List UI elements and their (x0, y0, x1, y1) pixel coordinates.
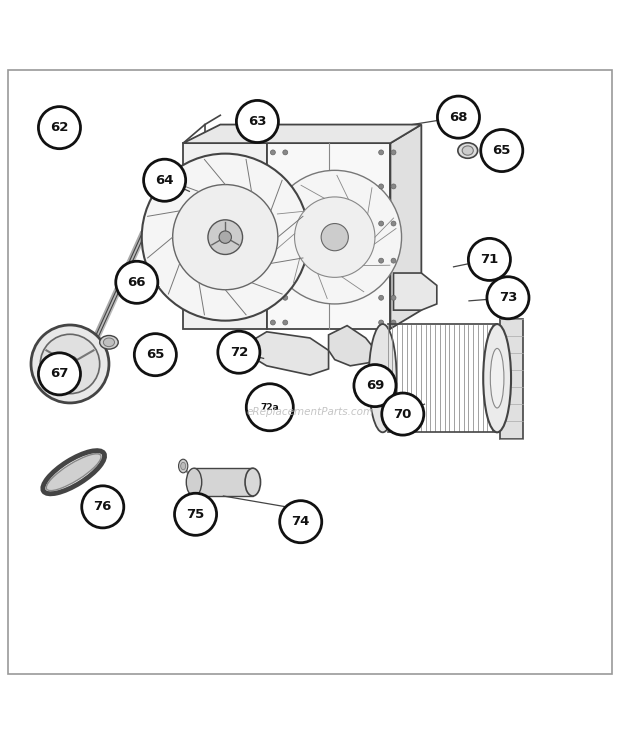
Text: 65: 65 (146, 348, 164, 361)
Circle shape (268, 170, 402, 304)
Circle shape (379, 221, 384, 226)
Circle shape (82, 486, 124, 528)
Circle shape (172, 185, 278, 289)
Text: 65: 65 (492, 144, 511, 157)
Circle shape (283, 295, 288, 301)
Circle shape (480, 129, 523, 172)
Polygon shape (500, 319, 523, 438)
Circle shape (135, 333, 176, 376)
Circle shape (391, 221, 396, 226)
Circle shape (174, 493, 216, 536)
Circle shape (391, 184, 396, 189)
Text: 62: 62 (50, 121, 69, 134)
Text: 74: 74 (291, 515, 310, 528)
Circle shape (142, 153, 309, 321)
Ellipse shape (458, 143, 477, 158)
Circle shape (236, 100, 278, 143)
Polygon shape (183, 124, 422, 143)
Polygon shape (391, 124, 422, 329)
Circle shape (487, 277, 529, 318)
Circle shape (379, 295, 384, 301)
Circle shape (144, 159, 185, 202)
Circle shape (391, 258, 396, 263)
Text: 69: 69 (366, 379, 384, 392)
Circle shape (382, 393, 424, 435)
Polygon shape (251, 332, 329, 375)
Circle shape (270, 295, 275, 301)
Circle shape (31, 325, 109, 403)
Polygon shape (194, 468, 253, 496)
Text: 76: 76 (94, 501, 112, 513)
Circle shape (391, 320, 396, 325)
Text: 66: 66 (128, 276, 146, 289)
Circle shape (283, 258, 288, 263)
Ellipse shape (369, 324, 397, 432)
Text: 70: 70 (394, 408, 412, 420)
Ellipse shape (100, 336, 118, 349)
Text: eReplacementParts.com: eReplacementParts.com (246, 407, 374, 417)
Ellipse shape (179, 459, 188, 473)
Ellipse shape (186, 468, 202, 496)
Circle shape (270, 184, 275, 189)
Circle shape (379, 184, 384, 189)
Circle shape (283, 150, 288, 155)
Circle shape (280, 501, 322, 542)
Circle shape (270, 150, 275, 155)
Ellipse shape (483, 324, 511, 432)
Text: 73: 73 (498, 291, 517, 304)
Circle shape (354, 365, 396, 407)
Circle shape (379, 258, 384, 263)
Circle shape (294, 197, 375, 278)
Text: 72a: 72a (260, 403, 279, 411)
Ellipse shape (490, 348, 504, 408)
Circle shape (270, 258, 275, 263)
Circle shape (270, 221, 275, 226)
Text: 71: 71 (480, 253, 498, 266)
Ellipse shape (46, 454, 101, 490)
Circle shape (270, 320, 275, 325)
Circle shape (379, 320, 384, 325)
Circle shape (38, 353, 81, 395)
Polygon shape (394, 273, 437, 310)
Circle shape (391, 295, 396, 301)
Circle shape (283, 184, 288, 189)
Circle shape (38, 106, 81, 149)
Text: 63: 63 (248, 115, 267, 128)
Text: 64: 64 (156, 174, 174, 187)
Circle shape (40, 334, 100, 394)
Circle shape (62, 356, 78, 372)
Ellipse shape (104, 338, 115, 347)
Circle shape (116, 261, 158, 304)
Polygon shape (183, 143, 267, 329)
Polygon shape (267, 143, 391, 329)
Circle shape (283, 320, 288, 325)
Text: 67: 67 (50, 368, 69, 380)
Text: 72: 72 (230, 346, 248, 359)
Circle shape (219, 231, 231, 243)
Circle shape (379, 150, 384, 155)
Circle shape (468, 238, 510, 280)
Ellipse shape (245, 468, 260, 496)
Circle shape (246, 384, 293, 431)
Circle shape (208, 219, 242, 254)
Ellipse shape (462, 146, 473, 155)
FancyBboxPatch shape (8, 70, 612, 674)
Circle shape (218, 331, 260, 373)
Circle shape (283, 221, 288, 226)
Text: 75: 75 (187, 508, 205, 521)
Polygon shape (329, 326, 378, 366)
Circle shape (391, 150, 396, 155)
Circle shape (321, 223, 348, 251)
Text: 68: 68 (450, 111, 467, 124)
Circle shape (438, 96, 479, 138)
Ellipse shape (180, 462, 185, 469)
